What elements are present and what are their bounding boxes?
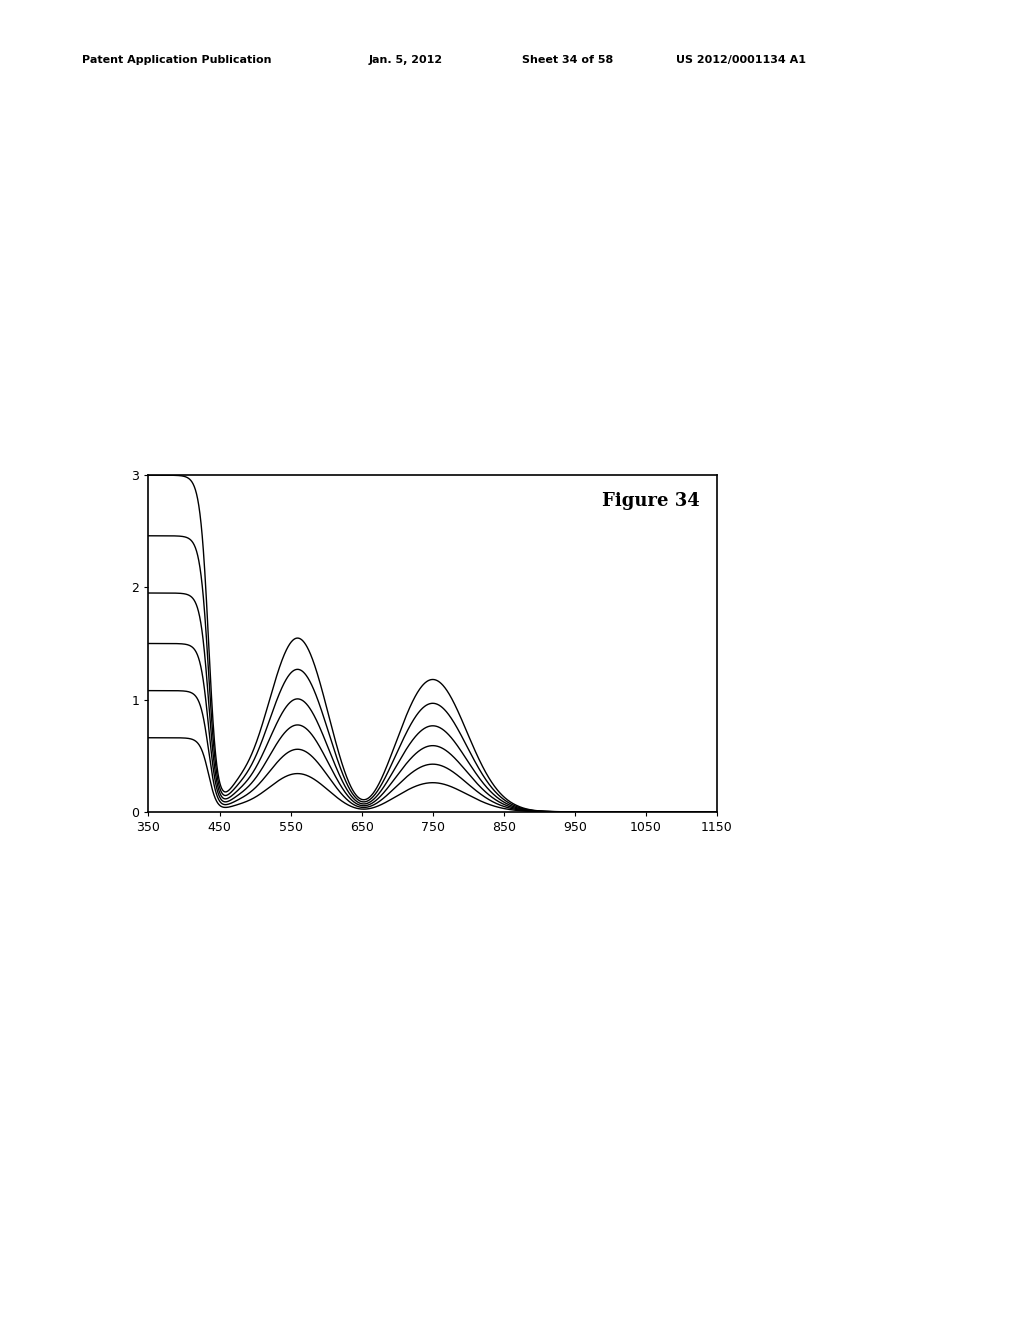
Text: Sheet 34 of 58: Sheet 34 of 58: [522, 55, 613, 66]
Text: US 2012/0001134 A1: US 2012/0001134 A1: [676, 55, 806, 66]
Text: Figure 34: Figure 34: [602, 492, 699, 510]
Text: Patent Application Publication: Patent Application Publication: [82, 55, 271, 66]
Text: Jan. 5, 2012: Jan. 5, 2012: [369, 55, 442, 66]
